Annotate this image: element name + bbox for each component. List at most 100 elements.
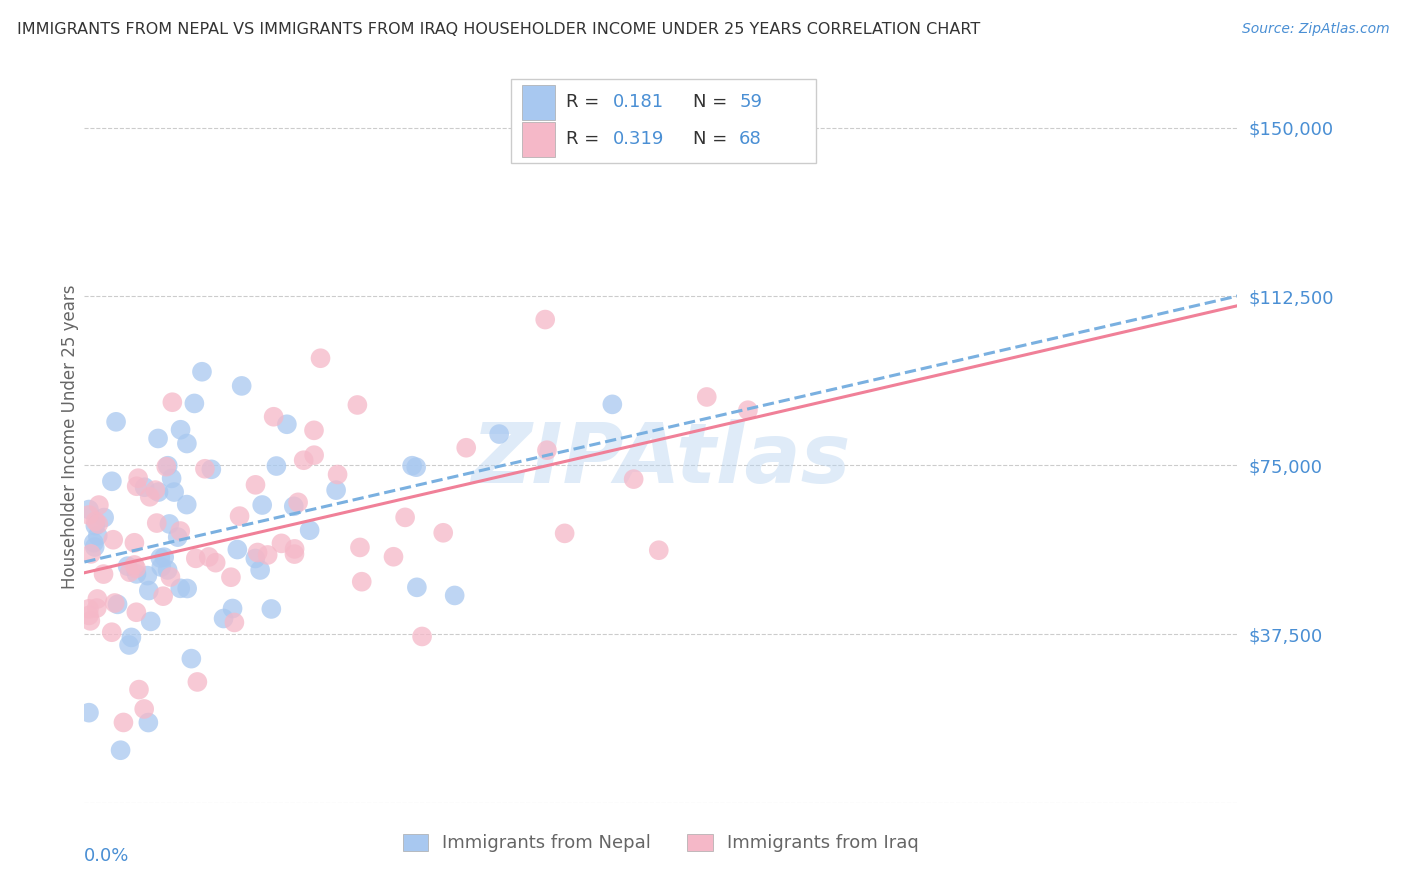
Point (79, 614, 101, 628)
Point (536, 443, 558, 458)
Y-axis label: Householder Income Under 25 years: Householder Income Under 25 years (62, 285, 80, 590)
Point (302, 423, 325, 437)
Point (623, 472, 645, 486)
Point (103, 533, 125, 547)
Point (228, 509, 250, 524)
Text: 0.181: 0.181 (613, 94, 664, 112)
Point (309, 351, 332, 366)
Point (405, 460, 427, 475)
Text: 59: 59 (740, 94, 762, 112)
Point (554, 526, 576, 541)
Point (204, 556, 226, 570)
Point (155, 459, 177, 474)
Point (176, 582, 198, 596)
Point (231, 379, 253, 393)
Point (136, 568, 159, 582)
Point (125, 479, 148, 493)
Point (350, 574, 373, 589)
Point (287, 495, 309, 509)
Point (146, 432, 169, 446)
Point (405, 580, 427, 594)
Point (263, 409, 285, 424)
Point (139, 615, 162, 629)
Point (150, 560, 173, 574)
Point (186, 675, 208, 690)
Point (326, 467, 349, 482)
Point (325, 483, 347, 497)
Point (292, 453, 315, 467)
Text: N =: N = (693, 94, 733, 112)
Point (84, 514, 107, 528)
Text: R =: R = (567, 130, 605, 148)
Point (191, 365, 214, 379)
Point (302, 448, 325, 462)
Point (148, 485, 170, 500)
Point (149, 550, 172, 565)
Point (152, 589, 174, 603)
Point (120, 631, 142, 645)
Point (124, 558, 146, 572)
Text: 68: 68 (740, 130, 762, 148)
Point (256, 548, 278, 562)
Point (156, 458, 179, 473)
Point (100, 625, 122, 640)
FancyBboxPatch shape (523, 121, 555, 157)
Point (382, 549, 405, 564)
Point (432, 525, 454, 540)
Point (249, 563, 271, 577)
Point (346, 398, 368, 412)
Point (283, 547, 305, 561)
FancyBboxPatch shape (510, 78, 817, 163)
Point (298, 523, 321, 537)
Point (134, 702, 156, 716)
Text: IMMIGRANTS FROM NEPAL VS IMMIGRANTS FROM IRAQ HOUSEHOLDER INCOME UNDER 25 YEARS : IMMIGRANTS FROM NEPAL VS IMMIGRANTS FROM… (17, 22, 980, 37)
Text: N =: N = (693, 130, 733, 148)
Point (602, 397, 624, 411)
Point (246, 545, 269, 559)
Point (83, 540, 105, 554)
Point (134, 480, 156, 494)
Point (270, 536, 292, 550)
Point (226, 542, 249, 557)
Point (127, 471, 149, 485)
Point (180, 651, 202, 665)
Point (107, 598, 129, 612)
Point (145, 516, 167, 530)
Point (534, 312, 557, 326)
Point (112, 715, 135, 730)
Point (166, 530, 188, 544)
Point (77, 706, 100, 720)
Point (128, 682, 150, 697)
Point (117, 559, 139, 574)
Point (245, 551, 267, 566)
Point (456, 441, 478, 455)
Point (162, 395, 184, 409)
Point (138, 583, 160, 598)
Point (284, 541, 307, 556)
Point (411, 630, 433, 644)
Point (737, 403, 759, 417)
Text: 0.319: 0.319 (613, 130, 664, 148)
Point (488, 427, 510, 442)
Point (105, 415, 128, 429)
Point (221, 601, 243, 615)
Point (77, 608, 100, 623)
FancyBboxPatch shape (523, 85, 555, 120)
Point (212, 611, 235, 625)
Point (125, 566, 148, 581)
Point (169, 524, 191, 538)
Point (160, 471, 183, 485)
Point (153, 550, 176, 565)
Point (77, 602, 100, 616)
Point (93, 510, 115, 524)
Point (169, 582, 191, 596)
Point (169, 423, 191, 437)
Point (87, 498, 110, 512)
Point (101, 475, 124, 489)
Point (77, 502, 100, 516)
Point (245, 478, 267, 492)
Point (224, 615, 246, 630)
Point (266, 458, 288, 473)
Point (83, 535, 105, 549)
Point (139, 490, 162, 504)
